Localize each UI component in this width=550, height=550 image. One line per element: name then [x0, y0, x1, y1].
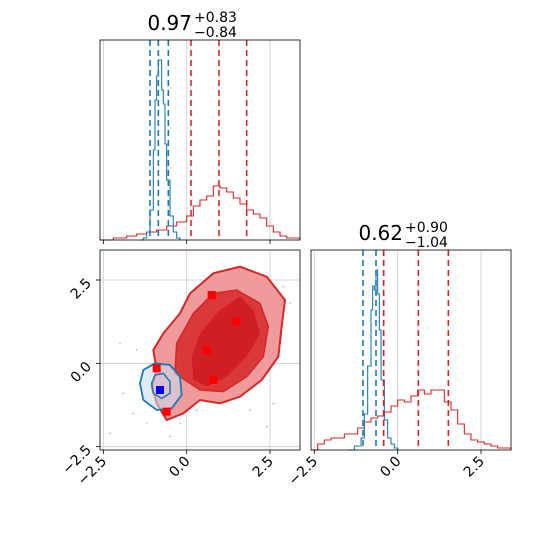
joint-scatter-point-8	[265, 425, 268, 428]
hist-y-red-series	[311, 389, 512, 451]
joint-scatter-point-5	[195, 409, 198, 411]
joint-ytick-label-2: 2.5	[68, 276, 95, 303]
joint-scatter-point-0	[132, 412, 135, 415]
joint-red-marker-3	[209, 376, 218, 384]
hist-x-title-minus: −0.84	[194, 25, 237, 41]
joint-scatter-point-7	[272, 402, 275, 405]
hist-y-xtick-label-2: 2.5	[461, 454, 488, 481]
hist-y-title-value: 0.62	[358, 221, 403, 245]
joint-xtick-label-2: 2.5	[250, 454, 277, 481]
hist-y-blue-series	[347, 269, 399, 451]
hist-x-frame	[99, 39, 301, 241]
hist-x-title-plus: +0.83	[194, 10, 237, 26]
hist-y-xtick-label-0: −2.5	[286, 454, 321, 489]
joint-scatter-point-11	[289, 302, 291, 305]
joint-scatter-point-3	[179, 422, 181, 425]
joint-scatter-point-9	[119, 342, 121, 345]
hist-y-title-plus: +0.90	[405, 220, 448, 236]
joint-ytick-label-1: 0.0	[68, 359, 95, 386]
joint-red-marker-1	[232, 317, 241, 326]
joint-scatter-point-1	[145, 422, 148, 425]
joint-scatter-point-10	[282, 285, 285, 288]
joint-red-marker-4	[152, 364, 161, 373]
joint-scatter-point-13	[169, 435, 171, 438]
joint-scatter-point-12	[109, 432, 111, 435]
joint-xtick-label-1: 0.0	[166, 454, 193, 481]
hist-y-xtick-label-1: 0.0	[377, 454, 404, 481]
joint-scatter-point-14	[249, 409, 251, 411]
hist-x-title-value: 0.97	[147, 11, 192, 35]
joint-red-contour-core	[191, 296, 260, 387]
hist-x-blue-series	[140, 59, 181, 241]
hist-y-frame	[310, 249, 512, 451]
joint-red-marker-2	[202, 346, 211, 354]
joint-red-marker-0	[207, 291, 216, 299]
joint-blue-marker	[156, 386, 164, 394]
joint-red-marker-5	[162, 407, 171, 416]
joint-scatter-point-2	[122, 392, 125, 395]
hist-y-title-minus: −1.04	[405, 235, 448, 251]
joint-blue-contour-inner	[150, 372, 171, 400]
joint-frame	[99, 249, 301, 451]
joint-scatter-point-6	[135, 349, 138, 351]
